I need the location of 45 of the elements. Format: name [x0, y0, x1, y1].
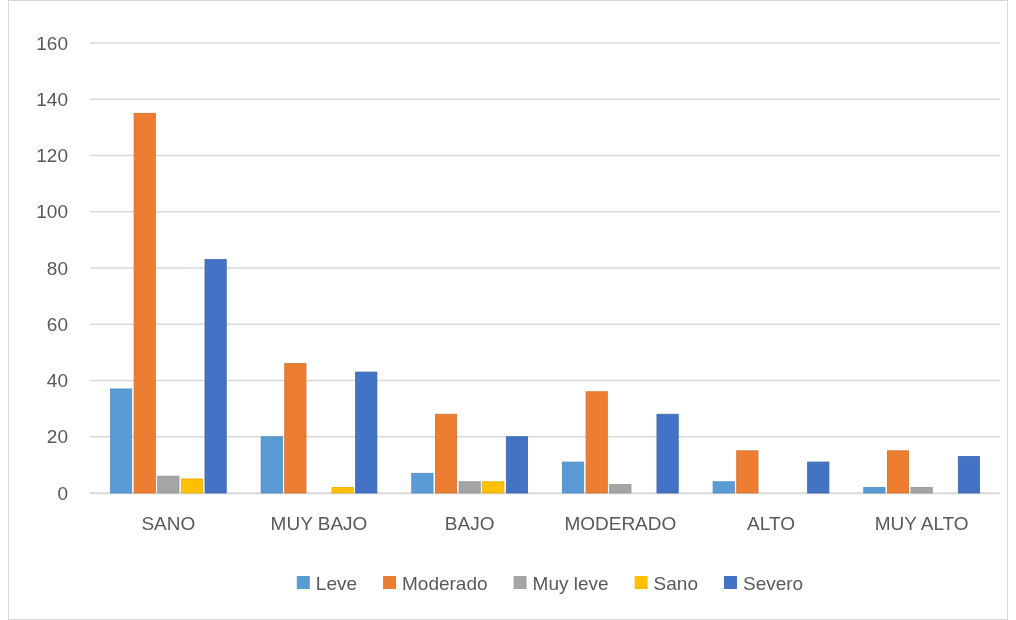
y-tick-label: 120 — [36, 145, 68, 167]
bar — [886, 450, 910, 494]
bar — [284, 363, 307, 494]
y-tick-label: 80 — [46, 257, 68, 279]
y-tick-label: 20 — [46, 426, 68, 448]
bar — [505, 436, 528, 494]
bar — [807, 461, 830, 494]
y-tick-label: 100 — [36, 201, 68, 223]
x-tick-label: MODERADO — [564, 513, 677, 535]
bar — [712, 481, 735, 494]
bar — [562, 461, 585, 494]
y-tick-label: 160 — [36, 32, 68, 54]
legend-label: Muy leve — [532, 572, 609, 594]
bar — [656, 413, 679, 494]
bar — [458, 481, 481, 494]
legend-label: Moderado — [402, 572, 488, 594]
x-tick-label: SANO — [141, 513, 196, 535]
bar — [180, 478, 204, 494]
x-tick-label: MUY ALTO — [874, 513, 969, 535]
bar — [957, 456, 980, 494]
bar — [585, 391, 608, 494]
bar — [411, 472, 434, 494]
bar — [355, 371, 378, 494]
bar — [736, 450, 759, 494]
bar — [157, 475, 180, 494]
bar — [910, 486, 933, 494]
bar — [204, 259, 227, 494]
bar — [482, 481, 505, 494]
legend-label: Leve — [315, 572, 358, 594]
y-tick-label: 60 — [46, 313, 68, 335]
x-tick-label: BAJO — [444, 513, 495, 535]
bar — [435, 413, 458, 494]
x-tick-label: ALTO — [747, 513, 795, 535]
y-tick-label: 140 — [36, 88, 68, 110]
bar — [331, 486, 354, 494]
bar — [110, 388, 133, 494]
bar — [133, 112, 156, 494]
y-tick-label: 0 — [57, 482, 68, 504]
x-tick-label: MUY BAJO — [270, 513, 368, 535]
y-tick-label: 40 — [46, 370, 68, 392]
legend-label: Sano — [653, 572, 698, 594]
bar — [863, 486, 886, 494]
bar — [260, 436, 283, 494]
bar — [609, 484, 632, 494]
legend-label: Severo — [742, 572, 804, 594]
